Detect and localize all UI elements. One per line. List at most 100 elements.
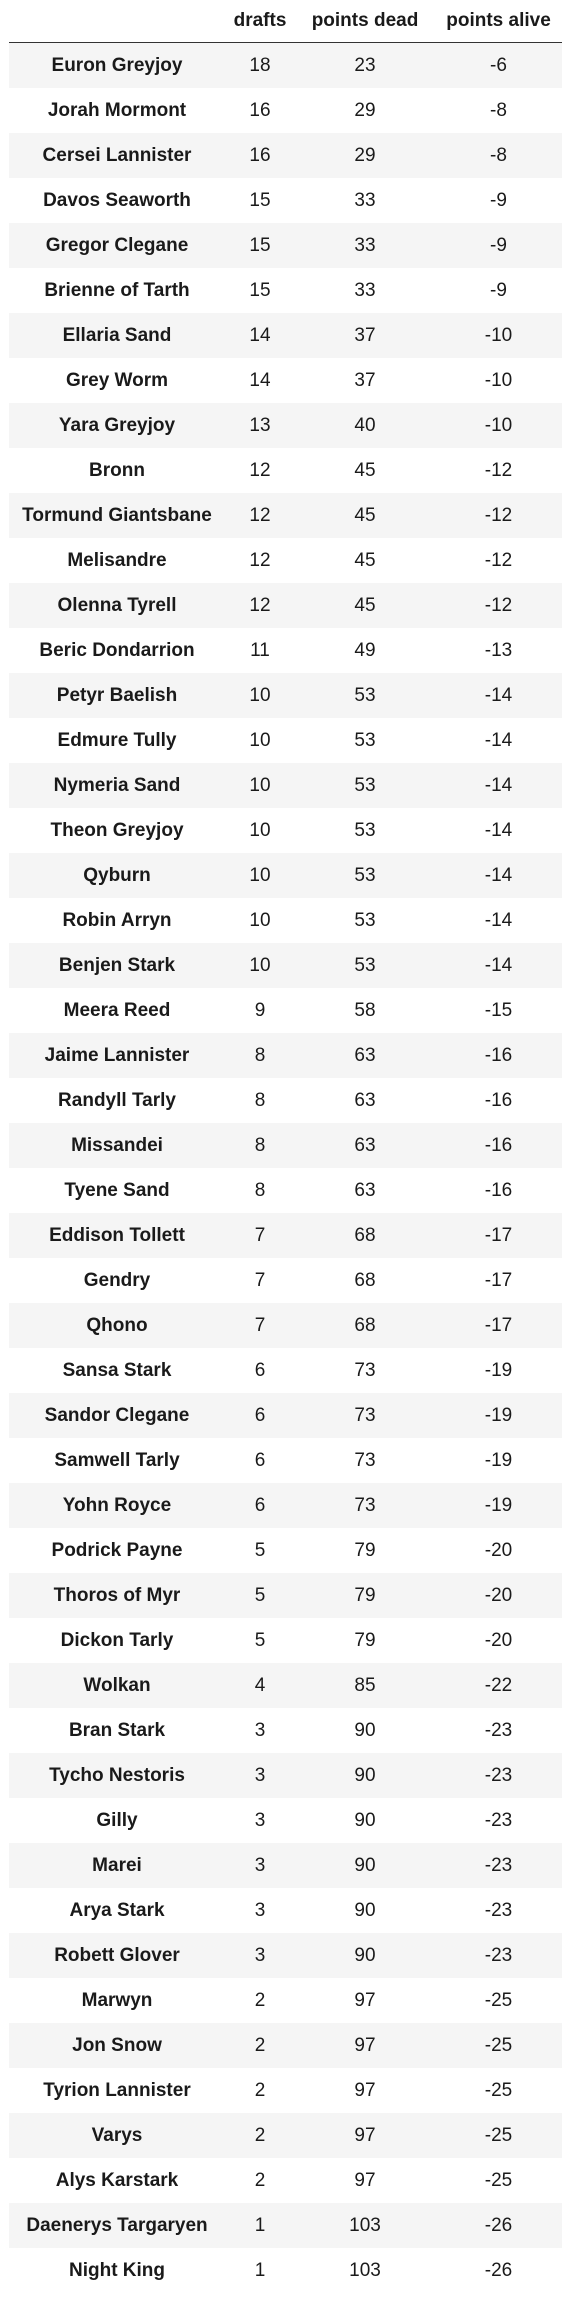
cell-name: Jorah Mormont — [47, 99, 187, 121]
table-row: Eddison Tollett 7 68 -17 — [9, 1213, 562, 1258]
table-row: Sandor Clegane 6 73 -19 — [9, 1393, 562, 1438]
cell-drafts: 16 — [249, 144, 271, 166]
cell-points-dead: 53 — [354, 684, 376, 706]
cell-points-dead: 97 — [354, 2079, 376, 2101]
cell-drafts: 2 — [254, 2169, 266, 2191]
table-row: Jorah Mormont 16 29 -8 — [9, 88, 562, 133]
cell-points-alive: -25 — [484, 2169, 513, 2191]
cell-drafts: 16 — [249, 99, 271, 121]
cell-points-dead: 63 — [354, 1044, 376, 1066]
cell-points-alive: -14 — [484, 729, 513, 751]
cell-drafts: 6 — [254, 1404, 266, 1426]
cell-points-alive: -9 — [490, 279, 507, 301]
table-row: Tyene Sand 8 63 -16 — [9, 1168, 562, 1213]
cell-points-dead: 79 — [354, 1629, 376, 1651]
cell-drafts: 8 — [254, 1044, 266, 1066]
cell-drafts: 11 — [250, 639, 270, 661]
cell-name: Tycho Nestoris — [49, 1764, 185, 1786]
cell-drafts: 6 — [254, 1449, 266, 1471]
cell-points-dead: 33 — [354, 279, 376, 301]
cell-points-alive: -26 — [484, 2214, 513, 2236]
draft-points-table: drafts points dead points alive Euron Gr… — [9, 0, 562, 2293]
cell-name: Melisandre — [67, 549, 167, 571]
cell-points-alive: -9 — [490, 189, 507, 211]
cell-points-alive: -16 — [484, 1134, 513, 1156]
cell-drafts: 3 — [254, 1809, 266, 1831]
cell-points-dead: 73 — [354, 1359, 376, 1381]
cell-name: Nymeria Sand — [53, 774, 181, 796]
cell-points-dead: 68 — [354, 1224, 376, 1246]
cell-name: Edmure Tully — [57, 729, 177, 751]
table-row: Missandei 8 63 -16 — [9, 1123, 562, 1168]
cell-points-alive: -25 — [484, 1989, 513, 2011]
table-row: Ellaria Sand 14 37 -10 — [9, 313, 562, 358]
cell-points-dead: 53 — [354, 954, 376, 976]
cell-name: Eddison Tollett — [49, 1224, 185, 1246]
cell-name: Olenna Tyrell — [57, 594, 177, 616]
cell-name: Podrick Payne — [51, 1539, 183, 1561]
cell-name: Marei — [92, 1854, 142, 1876]
cell-name: Benjen Stark — [58, 954, 176, 976]
cell-points-dead: 73 — [354, 1404, 376, 1426]
cell-points-alive: -17 — [484, 1314, 513, 1336]
table-row: Sansa Stark 6 73 -19 — [9, 1348, 562, 1393]
cell-drafts: 15 — [249, 234, 271, 256]
table-row: Cersei Lannister 16 29 -8 — [9, 133, 562, 178]
cell-points-dead: 49 — [354, 639, 376, 661]
cell-points-alive: -25 — [484, 2034, 513, 2056]
cell-points-dead: 53 — [354, 819, 376, 841]
cell-points-alive: -14 — [484, 954, 513, 976]
cell-points-dead: 97 — [354, 2034, 376, 2056]
table-row: Davos Seaworth 15 33 -9 — [9, 178, 562, 223]
cell-points-alive: -25 — [484, 2124, 513, 2146]
cell-points-dead: 103 — [349, 2214, 381, 2236]
table-row: Gendry 7 68 -17 — [9, 1258, 562, 1303]
table-row: Robin Arryn 10 53 -14 — [9, 898, 562, 943]
cell-name: Arya Stark — [69, 1899, 165, 1921]
cell-drafts: 2 — [254, 2124, 266, 2146]
cell-points-dead: 90 — [354, 1944, 376, 1966]
cell-name: Gendry — [83, 1269, 151, 1291]
cell-points-alive: -14 — [484, 684, 513, 706]
table-row: Marei 3 90 -23 — [9, 1843, 562, 1888]
cell-drafts: 14 — [249, 324, 271, 346]
table-row: Daenerys Targaryen 1 103 -26 — [9, 2203, 562, 2248]
cell-points-alive: -8 — [490, 144, 507, 166]
cell-drafts: 12 — [249, 594, 271, 616]
table-body: Euron Greyjoy 18 23 -6 Jorah Mormont 16 29 -8 Ce… — [9, 43, 562, 2293]
cell-name: Yohn Royce — [62, 1494, 172, 1516]
cell-points-dead: 45 — [354, 549, 376, 571]
cell-drafts: 3 — [254, 1764, 266, 1786]
cell-points-dead: 73 — [354, 1494, 376, 1516]
cell-points-alive: -14 — [484, 864, 513, 886]
cell-name: Thoros of Myr — [53, 1584, 181, 1606]
cell-name: Davos Seaworth — [43, 189, 191, 211]
cell-points-alive: -9 — [490, 234, 507, 256]
table-row: Robett Glover 3 90 -23 — [9, 1933, 562, 1978]
table-row: Edmure Tully 10 53 -14 — [9, 718, 562, 763]
cell-drafts: 5 — [254, 1539, 266, 1561]
cell-drafts: 3 — [254, 1854, 266, 1876]
cell-points-alive: -12 — [484, 594, 513, 616]
cell-points-dead: 63 — [354, 1179, 376, 1201]
cell-name: Qyburn — [83, 864, 151, 886]
cell-points-alive: -14 — [484, 909, 513, 931]
table-row: Melisandre 12 45 -12 — [9, 538, 562, 583]
cell-points-dead: 45 — [354, 459, 376, 481]
table-header: drafts points dead points alive — [9, 0, 562, 43]
cell-points-dead: 45 — [354, 504, 376, 526]
cell-points-alive: -10 — [484, 324, 513, 346]
cell-points-alive: -19 — [484, 1494, 513, 1516]
cell-drafts: 10 — [249, 774, 271, 796]
cell-drafts: 12 — [249, 549, 271, 571]
cell-points-dead: 79 — [354, 1584, 376, 1606]
cell-name: Sansa Stark — [62, 1359, 172, 1381]
cell-points-alive: -14 — [484, 819, 513, 841]
cell-name: Wolkan — [83, 1674, 151, 1696]
cell-points-alive: -23 — [484, 1944, 513, 1966]
table-row: Meera Reed 9 58 -15 — [9, 988, 562, 1033]
cell-drafts: 3 — [254, 1719, 266, 1741]
table-row: Yohn Royce 6 73 -19 — [9, 1483, 562, 1528]
table-row: Benjen Stark 10 53 -14 — [9, 943, 562, 988]
cell-points-alive: -19 — [484, 1359, 513, 1381]
